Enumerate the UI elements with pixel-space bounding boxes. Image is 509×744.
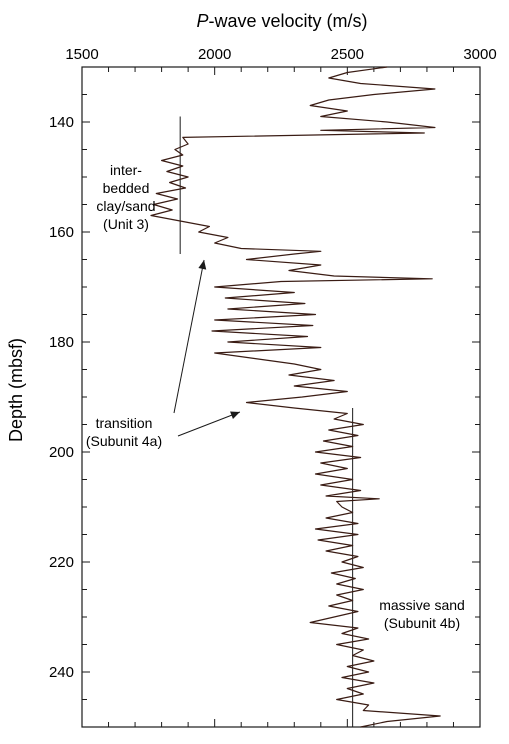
- chart-title-italic: P: [196, 11, 208, 31]
- reference-lines: [179, 116, 354, 727]
- chart-title: P-wave velocity (m/s): [196, 11, 367, 31]
- annotation-text-unit3: inter-: [110, 162, 142, 178]
- y-tick-label: 160: [49, 224, 74, 241]
- annotation-text-transition: transition: [96, 415, 153, 431]
- x-tick-label: 2000: [198, 46, 231, 63]
- x-tick-label: 1500: [65, 46, 98, 63]
- x-axis-ticks: [81, 67, 481, 727]
- velocity-series-line: [150, 66, 441, 728]
- x-axis-tick-labels: 1500 2000 2500 3000: [65, 46, 496, 63]
- annotation-arrowhead: [230, 411, 240, 419]
- annotation-text-unit4b: massive sand: [379, 597, 465, 613]
- annotation-arrow-line: [173, 259, 205, 414]
- chart-title-rest: -wave velocity (m/s): [208, 11, 367, 31]
- annotation-text-unit4b: (Subunit 4b): [384, 615, 460, 631]
- annotations: inter-bedded clay/sand (Unit 3) transition (…: [86, 162, 465, 631]
- y-axis-tick-labels: 140 160 180 200 220 240: [49, 114, 74, 681]
- y-axis-ticks: [82, 66, 480, 728]
- annotation-text-transition: (Subunit 4a): [86, 433, 162, 449]
- y-tick-label: 140: [49, 114, 74, 131]
- annotation-arrowhead: [198, 260, 207, 270]
- y-tick-label: 220: [49, 554, 74, 571]
- annotation-text-unit3: (Unit 3): [103, 216, 149, 232]
- annotation-text-unit3: bedded: [103, 180, 150, 196]
- x-tick-label: 2500: [331, 46, 364, 63]
- annotation-arrow-line: [177, 411, 241, 437]
- y-axis-title: Depth (mbsf): [6, 338, 26, 442]
- annotation-text-unit3: clay/sand: [96, 198, 155, 214]
- y-tick-label: 200: [49, 444, 74, 461]
- y-tick-label: 240: [49, 664, 74, 681]
- x-tick-label: 3000: [463, 46, 496, 63]
- y-tick-label: 180: [49, 334, 74, 351]
